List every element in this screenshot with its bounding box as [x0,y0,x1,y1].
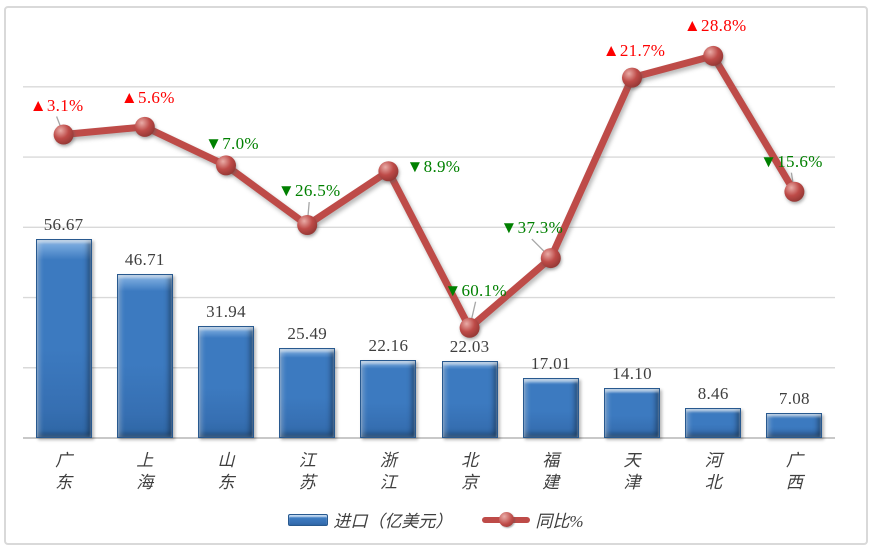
bar-value-label: 22.16 [368,336,409,356]
import-bar [35,238,92,438]
import-bar [604,388,660,438]
legend-line-marker-icon [498,512,514,527]
legend-bar-swatch-icon [288,513,329,526]
category-label: 上海 [136,451,154,492]
category-label: 北京 [461,451,479,492]
bar-value-label: 22.03 [449,336,490,356]
yoy-line [60,52,798,332]
legend-item-imports: 进口（亿美元） [288,507,452,532]
yoy-label: ▼60.1% [444,280,507,300]
line-marker [459,317,480,338]
import-bar [685,408,742,438]
import-bar [360,360,417,438]
category-label: 山东 [217,451,235,492]
category-label: 河北 [704,451,722,492]
bar-value-label: 25.49 [287,324,328,344]
import-bar [522,378,579,438]
bar-value-label: 56.67 [43,214,84,234]
import-bar [279,348,336,438]
line-marker [784,181,805,202]
line-marker [134,116,155,137]
yoy-label: ▼8.9% [406,157,461,177]
bar-value-label: 46.71 [124,249,165,269]
bar-value-label: 8.46 [697,384,729,404]
yoy-label: ▲21.7% [602,40,666,60]
legend-label-yoy: 同比% [535,512,584,531]
import-bar [116,273,173,438]
legend: 进口（亿美元） 同比% [0,507,872,532]
line-marker [703,45,724,66]
category-label: 天津 [623,451,641,492]
yoy-label: ▼37.3% [500,218,564,238]
line-marker [53,124,74,145]
line-marker [622,67,642,88]
line-marker [216,155,236,176]
category-label: 江苏 [298,451,316,492]
category-label: 广西 [785,451,803,492]
legend-line-swatch-icon [482,511,531,528]
bar-value-label: 14.10 [612,364,652,384]
yoy-label: ▲5.6% [120,87,175,107]
import-bar [198,325,254,438]
yoy-label: ▲28.8% [683,15,747,35]
legend-label-imports: 进口（亿美元） [333,512,453,531]
yoy-label: ▼26.5% [277,181,341,201]
import-bar [441,360,498,438]
category-label: 广东 [55,451,73,492]
category-label: 浙江 [379,451,397,492]
category-label: 福建 [542,451,560,492]
bar-value-label: 7.08 [778,389,810,409]
yoy-label: ▼15.6% [760,151,823,171]
line-marker [297,215,318,236]
yoy-label: ▲3.1% [29,95,84,115]
legend-item-yoy: 同比% [482,507,584,532]
line-marker [378,161,399,182]
bar-value-label: 31.94 [206,301,246,321]
line-marker [540,248,561,269]
bar-value-label: 17.01 [530,354,571,374]
import-bar [766,413,823,438]
yoy-label: ▼7.0% [205,134,259,154]
